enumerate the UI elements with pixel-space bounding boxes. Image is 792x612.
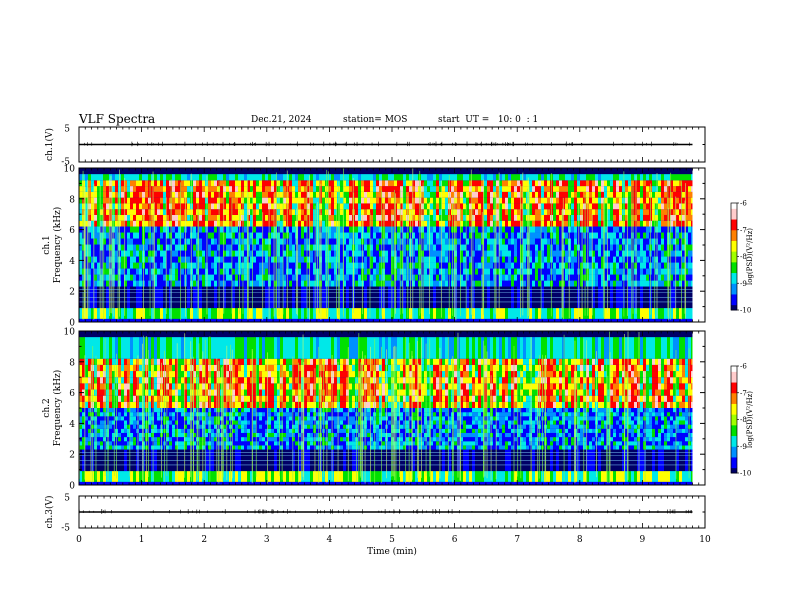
y-tick-label: 5 — [64, 125, 70, 135]
y-tick-label: 10 — [64, 165, 76, 175]
y-axis-label: ch.2 — [42, 398, 52, 417]
colorbar-label: log(PSD)(V²/Hz) — [746, 391, 754, 448]
x-tick-label: 0 — [76, 535, 82, 545]
y-axis-label: ch.1(V) — [44, 128, 55, 161]
date-label: Dec.21, 2024 — [251, 115, 312, 125]
y-tick-label: 2 — [69, 288, 75, 298]
y-tick-label: -5 — [61, 524, 70, 534]
colorbar-tick-label: -7 — [740, 389, 747, 397]
x-tick-label: 4 — [327, 535, 333, 545]
colorbar-label: log(PSD)(V²/Hz) — [746, 228, 754, 285]
start-time-label: start UT = 10: 0 : 1 — [438, 115, 539, 125]
y-tick-label: 0 — [69, 482, 75, 492]
spectrogram-ch1 — [79, 168, 705, 322]
colorbar-tick-label: -10 — [740, 307, 751, 315]
y-tick-label: 0 — [69, 319, 75, 329]
colorbar-tick-label: -8 — [740, 416, 747, 424]
x-tick-label: 9 — [640, 535, 646, 545]
colorbar-tick-label: -9 — [740, 280, 747, 288]
x-tick-label: 1 — [139, 535, 145, 545]
colorbar-tick-label: -7 — [740, 226, 747, 234]
y-tick-label: 4 — [69, 257, 75, 267]
spectrogram-ch2 — [79, 331, 705, 485]
y-axis-label: Frequency (kHz) — [52, 207, 63, 284]
y-axis-label: ch.1 — [42, 235, 52, 254]
y-tick-label: 5 — [64, 494, 70, 504]
y-tick-label: 4 — [69, 420, 75, 430]
x-tick-label: 6 — [452, 535, 458, 545]
y-tick-label: 8 — [69, 195, 75, 205]
colorbar — [730, 202, 739, 311]
x-tick-label: 10 — [699, 535, 711, 545]
x-tick-label: 8 — [577, 535, 583, 545]
station-label: station= MOS — [343, 115, 408, 125]
x-tick-label: 5 — [389, 535, 395, 545]
colorbar-tick-label: -9 — [740, 443, 747, 451]
colorbar-tick-label: -6 — [740, 363, 747, 371]
y-tick-label: 6 — [69, 226, 75, 236]
colorbar-tick-label: -10 — [740, 470, 751, 478]
colorbar-tick-label: -6 — [740, 200, 747, 208]
y-tick-label: -5 — [61, 158, 70, 168]
y-axis-label: ch.3(V) — [44, 496, 55, 529]
colorbar — [730, 365, 739, 474]
y-tick-label: 10 — [64, 328, 76, 338]
x-tick-label: 2 — [201, 535, 207, 545]
x-tick-label: 7 — [514, 535, 520, 545]
y-tick-label: 8 — [69, 358, 75, 368]
colorbar-tick-label: -8 — [740, 253, 747, 261]
x-tick-label: 3 — [264, 535, 270, 545]
y-tick-label: 2 — [69, 451, 75, 461]
waveform-ch1 — [79, 141, 693, 147]
waveform-ch3 — [79, 509, 693, 514]
figure-title: VLF Spectra — [79, 112, 156, 126]
x-axis-label: Time (min) — [367, 546, 417, 557]
y-tick-label: 6 — [69, 389, 75, 399]
y-axis-label: Frequency (kHz) — [52, 370, 63, 447]
